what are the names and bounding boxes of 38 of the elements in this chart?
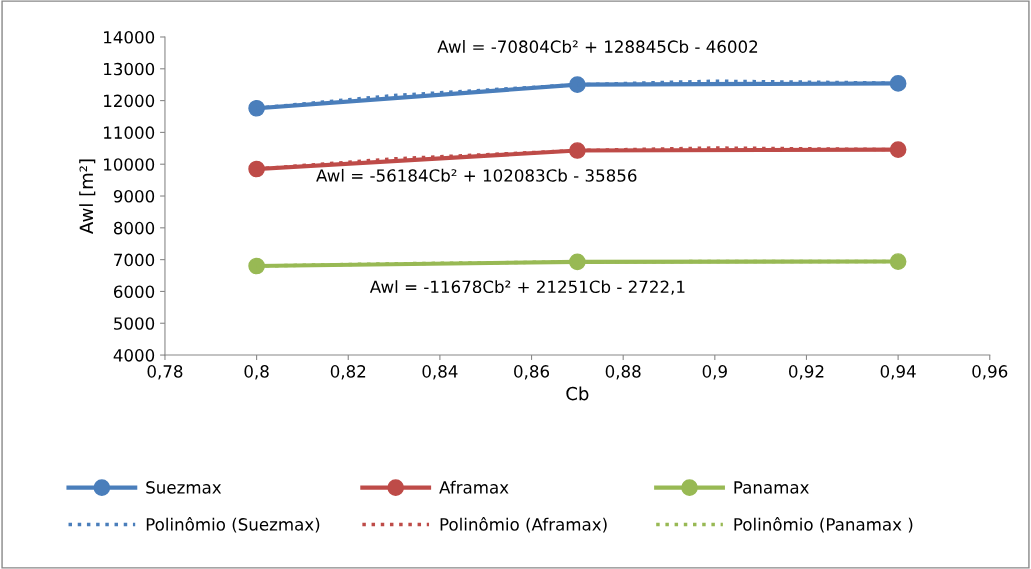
legend-label: Aframax [439,480,509,494]
x-tick-label: 0,96 [972,365,1008,380]
y-axis-title: Awl [m²] [79,159,96,234]
point [889,141,907,158]
y-tick-label: 10000 [104,158,155,171]
annotation: Awl = -70804Cb² + 128845Cb - 46002 [437,40,758,53]
x-tick-label: 0,86 [514,365,550,380]
legend-label: Suezmax [146,481,222,494]
y-tick-label: 4000 [113,349,155,362]
x-tick-label: 0,82 [330,365,366,380]
x-tick-label: 0,78 [147,365,183,380]
x-tick-label: 0,9 [702,365,727,380]
annotation: Awl = -56184Cb² + 102083Cb - 35856 [316,168,637,182]
y-tick-label: 14000 [104,30,155,44]
legend-label: Polinômio (Suezmax) [146,517,320,533]
y-tick-label: 7000 [114,253,155,267]
y-tick-label: 6000 [113,285,155,299]
point [248,99,265,117]
y-tick-label: 9000 [113,189,155,203]
legend-label: Polinômio (Aframax) [440,517,607,533]
x-tick-label: 0,88 [605,365,641,380]
x-tick-label: 0,94 [880,365,916,380]
y-tick-label: 5000 [114,317,155,330]
point [248,160,265,178]
point [248,257,265,275]
legend-label: Polinômio (Panamax ) [734,517,913,533]
point [889,75,907,92]
legend-label: Panamax [734,481,809,494]
y-tick-label: 8000 [113,221,155,235]
x-axis-title: Cb [566,386,589,401]
x-tick-label: 0,8 [244,365,269,380]
y-tick-label: 12000 [104,94,155,108]
x-tick-label: 0,84 [422,365,458,380]
y-tick-label: 13000 [104,62,155,76]
point [889,253,907,270]
y-tick-label: 11000 [104,126,155,139]
annotation: Awl = -11678Cb² + 21251Cb - 2722,1 [369,280,685,295]
x-tick-label: 0,92 [789,365,824,380]
